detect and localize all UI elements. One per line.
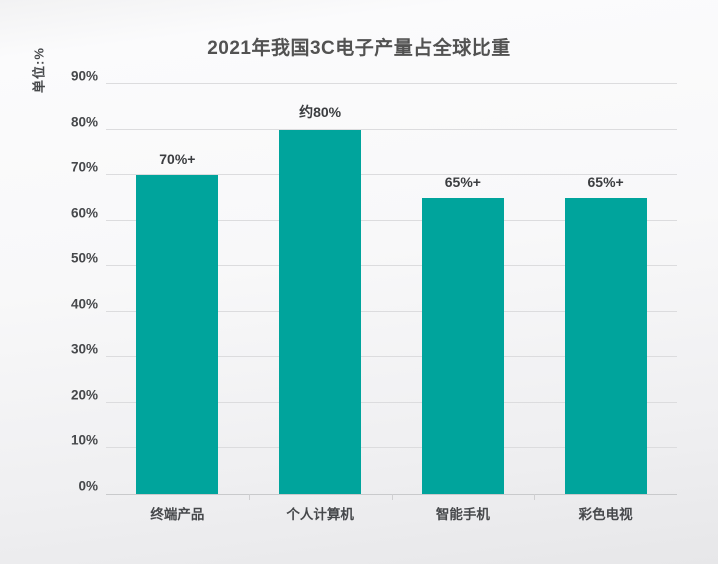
x-axis-tick [534,494,536,500]
gridline [106,447,677,449]
y-axis-tick-label: 50% [70,250,98,266]
plot-area: 70%+ 终端产品 约80% 个人计算机 65%+ 智能手机 65%+ 彩色电视 [106,83,677,522]
x-axis-tick [248,494,250,500]
y-axis-tick-label: 90% [70,68,98,84]
category-slot: 65%+ 智能手机 [392,84,535,522]
chart-title: 2021年我国3C电子产量占全球比重 [207,38,511,59]
x-axis-category-label: 终端产品 [150,507,205,522]
bar [136,175,219,494]
x-axis-tick [391,494,393,500]
x-axis-category-label: 个人计算机 [286,507,354,522]
y-axis-tick-label: 30% [70,341,98,357]
gridline [106,83,677,84]
bar-value-label: 70%+ [159,151,196,168]
bar [421,197,504,494]
y-axis-tick-label: 0% [78,478,98,494]
gridline [106,128,677,130]
category-slot: 65%+ 彩色电视 [534,84,677,522]
gridline [106,265,677,267]
y-axis-tick-label: 20% [70,387,98,403]
y-axis-tick-label: 60% [70,205,98,221]
y-axis-tick-label: 40% [70,296,98,312]
y-axis-tick-label: 10% [70,432,98,448]
gridline [106,401,677,403]
bar-value-label: 约80% [299,103,342,120]
gridline [106,219,677,221]
y-axis-tick-label: 80% [70,114,98,130]
x-axis-category-label: 彩色电视 [578,507,633,522]
category-slot: 70%+ 终端产品 [106,84,249,522]
y-axis-tick-labels: 0% 10% 20% 30% 40% 50% 60% 70% 80% 90% [0,69,98,494]
gridline [106,310,677,312]
bar [564,197,647,494]
gridline [106,356,677,358]
x-axis-category-label: 智能手机 [435,507,490,522]
bar [279,129,362,494]
y-axis-tick-label: 70% [70,159,98,175]
bar-value-label: 65%+ [444,173,481,190]
category-slot: 约80% 个人计算机 [249,84,392,522]
bar-value-label: 65%+ [587,173,624,190]
gridline [106,174,677,176]
